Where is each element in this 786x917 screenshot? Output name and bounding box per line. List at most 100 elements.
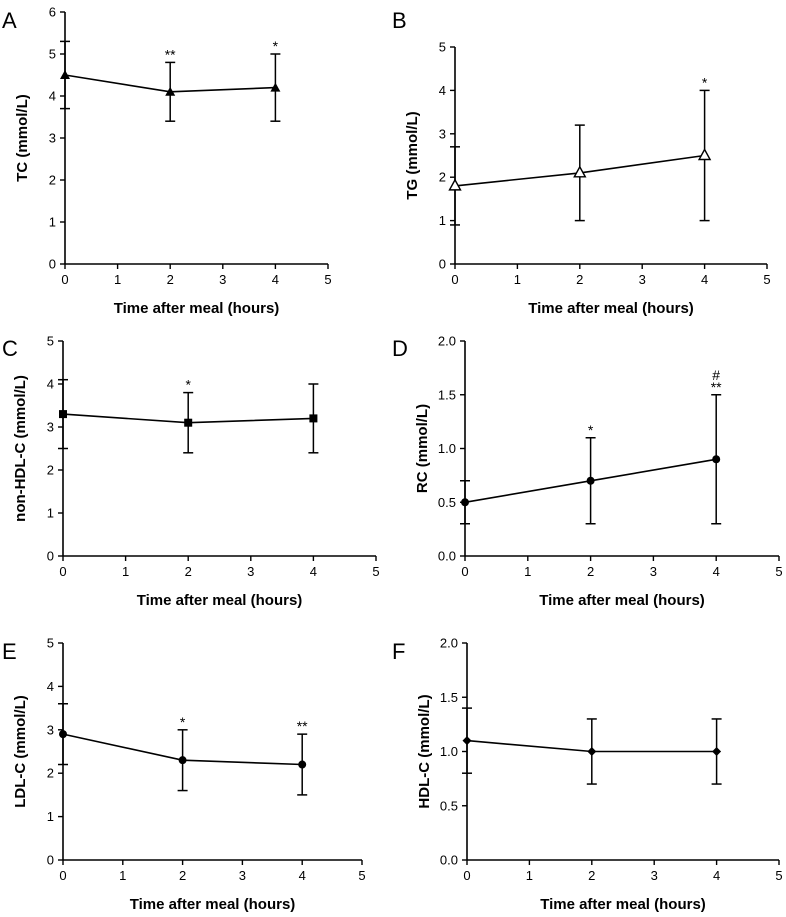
x-tick-label: 3	[651, 868, 658, 883]
x-tick-label: 1	[526, 868, 533, 883]
data-point	[59, 410, 67, 419]
y-tick-label: 2	[47, 463, 54, 478]
panel-letter-e: E	[2, 639, 17, 664]
x-tick-label: 4	[299, 868, 306, 883]
y-tick-label: 4	[439, 83, 446, 98]
y-tick-label: 4	[47, 377, 54, 392]
data-point	[448, 178, 462, 191]
y-tick-label: 1	[47, 506, 54, 521]
y-tick-label: 2	[439, 170, 446, 185]
significance-mark-hash: #	[712, 367, 720, 383]
data-point	[309, 414, 318, 423]
x-axis-title: Time after meal (hours)	[137, 592, 303, 609]
x-tick-label: 3	[219, 272, 226, 287]
data-point	[270, 82, 281, 92]
x-axis-title: Time after meal (hours)	[130, 896, 296, 913]
y-tick-label: 0.0	[440, 853, 458, 868]
data-point	[586, 476, 595, 485]
panel-letter-b: B	[392, 8, 407, 33]
y-tick-label: 0	[439, 257, 446, 272]
panel-f: F 0.0 0.5 1.0 1.5 2.0 0 1 2 3 4 5 Time after meal (h…	[392, 636, 783, 914]
x-axis-title: Time after meal (hours)	[114, 300, 280, 317]
y-tick-label: 3	[47, 722, 54, 737]
data-point	[178, 756, 187, 765]
x-tick-label: 3	[650, 564, 657, 579]
x-tick-label: 0	[61, 272, 68, 287]
panel-letter-f: F	[392, 639, 405, 664]
x-tick-label: 0	[463, 868, 470, 883]
significance-mark: **	[711, 379, 722, 395]
x-tick-label: 2	[185, 564, 192, 579]
x-tick-label: 4	[713, 564, 720, 579]
x-tick-label: 1	[514, 272, 521, 287]
x-tick-label: 1	[524, 564, 531, 579]
significance-mark: **	[165, 46, 176, 62]
x-tick-label: 0	[59, 564, 66, 579]
x-axis-title: Time after meal (hours)	[528, 300, 694, 317]
data-point	[298, 760, 307, 769]
panel-a: A 0 1 2 3 4 5 6 0 1 2 3 4 5 Time after meal (hours) TC …	[2, 5, 332, 318]
y-axis-title: TG (mmol/L)	[404, 111, 421, 199]
panel-letter-a: A	[2, 8, 17, 33]
x-tick-label: 0	[451, 272, 458, 287]
panel-c: C 0 1 2 3 4 5 0 1 2 3 4 5 Time after meal (hours) non-…	[2, 334, 380, 610]
x-tick-label: 1	[114, 272, 121, 287]
y-axis-title: HDL-C (mmol/L)	[416, 694, 433, 808]
y-tick-label: 1.0	[440, 744, 458, 759]
x-axis-title: Time after meal (hours)	[540, 896, 706, 913]
y-tick-label: 0	[47, 549, 54, 564]
x-tick-label: 2	[179, 868, 186, 883]
panel-b: B 0 1 2 3 4 5 0 1 2 3 4 5 Time after meal (hours) TG (…	[392, 8, 771, 317]
x-tick-label: 1	[122, 564, 129, 579]
x-tick-label: 4	[272, 272, 279, 287]
x-tick-label: 4	[310, 564, 317, 579]
y-tick-label: 4	[47, 679, 54, 694]
x-axis-title: Time after meal (hours)	[539, 592, 705, 609]
significance-mark: *	[702, 74, 708, 90]
panel-d: D 0.0 0.5 1.0 1.5 2.0 0 1 2 3 4 5 Time after meal (h…	[392, 334, 783, 610]
x-tick-label: 5	[775, 564, 782, 579]
y-tick-label: 2.0	[440, 636, 458, 651]
y-tick-label: 1.5	[440, 690, 458, 705]
y-tick-label: 1	[49, 215, 56, 230]
y-axis-title: LDL-C (mmol/L)	[12, 695, 29, 807]
panel-letter-c: C	[2, 336, 18, 361]
x-tick-label: 2	[587, 564, 594, 579]
x-tick-label: 3	[239, 868, 246, 883]
y-tick-label: 1.0	[438, 441, 456, 456]
data-point	[712, 747, 722, 756]
y-tick-label: 5	[439, 40, 446, 55]
y-tick-label: 3	[439, 126, 446, 141]
y-tick-label: 5	[47, 334, 54, 349]
y-tick-label: 2.0	[438, 334, 456, 349]
x-tick-label: 5	[358, 868, 365, 883]
data-point	[573, 165, 587, 178]
y-tick-label: 5	[49, 47, 56, 62]
data-point	[59, 730, 67, 739]
y-tick-label: 2	[47, 766, 54, 781]
data-point	[712, 455, 721, 464]
y-tick-label: 4	[49, 89, 56, 104]
significance-mark: *	[185, 377, 191, 393]
x-tick-label: 4	[713, 868, 720, 883]
panel-e: E 0 1 2 3 4 5 0 1 2 3 4 5 Time after meal (hours) LDL-…	[2, 636, 366, 914]
y-tick-label: 5	[47, 636, 54, 651]
y-tick-label: 3	[47, 420, 54, 435]
panel-letter-d: D	[392, 336, 408, 361]
y-tick-label: 0	[49, 257, 56, 272]
data-point	[60, 70, 70, 79]
x-tick-label: 0	[59, 868, 66, 883]
data-point	[587, 747, 597, 756]
y-axis-title: non-HDL-C (mmol/L)	[12, 375, 29, 522]
y-axis-title: RC (mmol/L)	[414, 404, 431, 493]
data-point	[462, 736, 472, 746]
y-tick-label: 1	[439, 213, 446, 228]
x-tick-label: 1	[119, 868, 126, 883]
y-tick-label: 1	[47, 809, 54, 824]
x-tick-label: 0	[461, 564, 468, 579]
significance-mark: *	[273, 38, 279, 54]
significance-mark: *	[588, 422, 594, 438]
data-point	[184, 418, 193, 427]
y-tick-label: 3	[49, 131, 56, 146]
